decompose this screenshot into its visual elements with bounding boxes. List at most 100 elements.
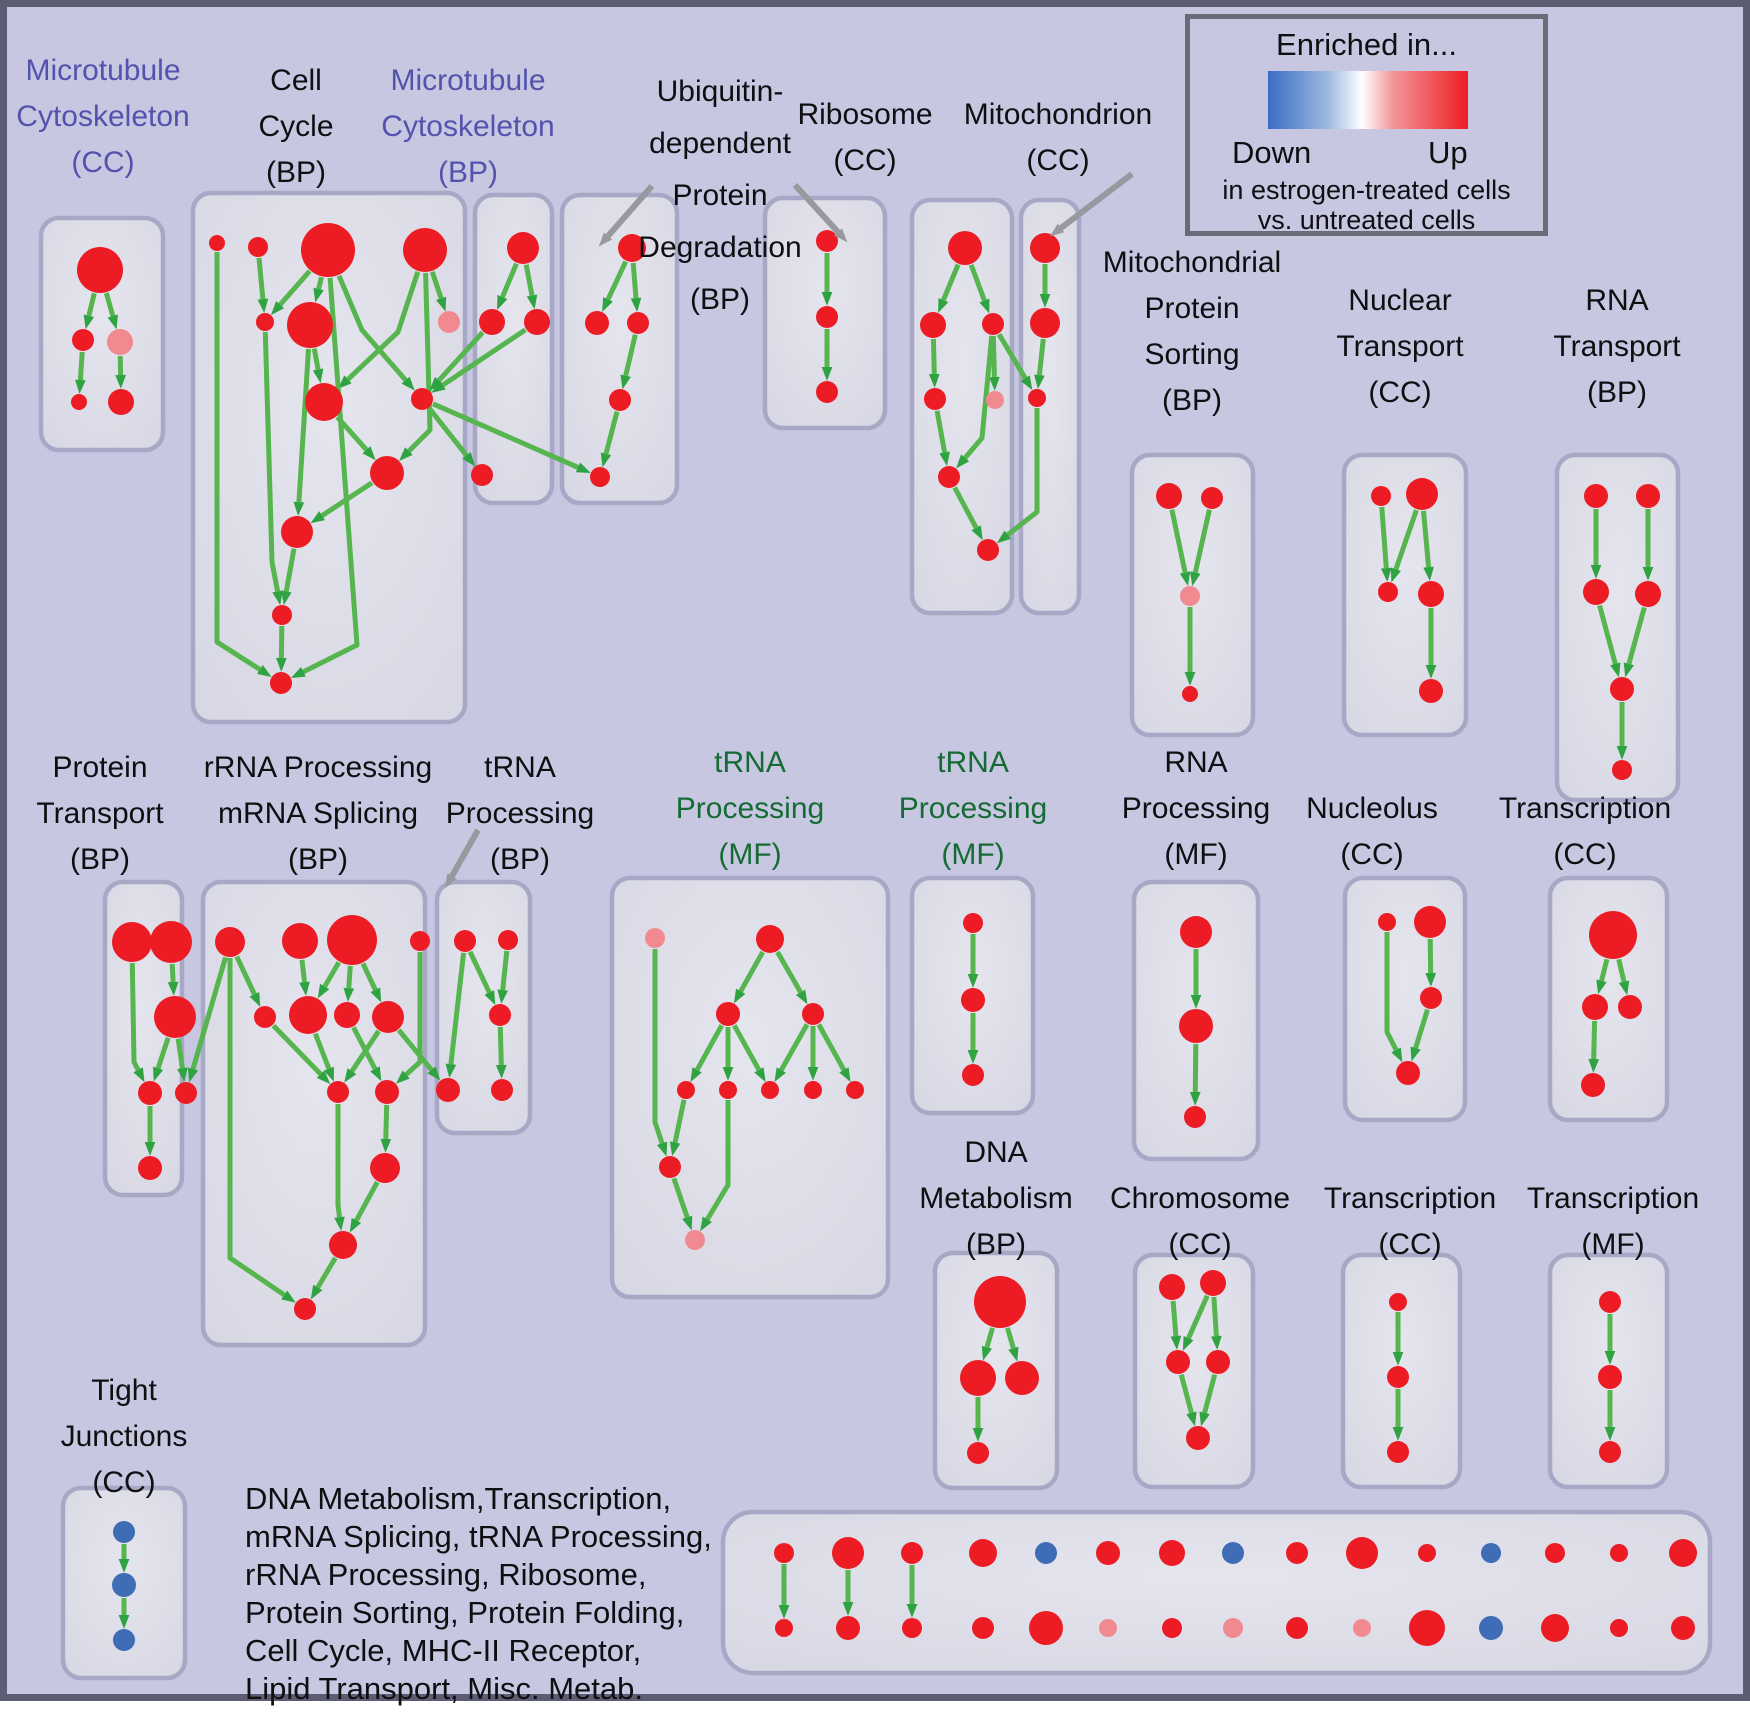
- chromosome-cc-node-1: [1200, 1270, 1226, 1296]
- rna-transport-bp-node-1: [1636, 484, 1660, 508]
- rna-transport-bp-node-2: [1583, 579, 1609, 605]
- rna-processing-mf-node-2: [1184, 1106, 1206, 1128]
- edge-arrow: [497, 950, 510, 1004]
- transcription-cc-mid-node-3: [1581, 1073, 1605, 1097]
- edge-arrow: [497, 262, 519, 310]
- edge-arrow: [938, 263, 961, 313]
- edge-arrow: [349, 1180, 380, 1233]
- transcription-cc-bottom-node-1: [1387, 1366, 1409, 1388]
- edge-arrow: [1170, 1300, 1182, 1350]
- edge-arrow: [262, 331, 283, 606]
- edge-arrow: [317, 961, 341, 999]
- trna-processing-bp-node-4: [491, 1079, 513, 1101]
- dna-metabolism-bp-node-0: [974, 1276, 1026, 1328]
- edge-arrow: [1390, 509, 1419, 583]
- ribosome-cc-node-3: [924, 388, 946, 410]
- group-box-misc-cluster: [720, 1509, 1713, 1676]
- edge-arrow: [1005, 1327, 1019, 1362]
- misc-cluster-bottom-node-13: [1610, 1619, 1628, 1637]
- trna-processing-mf-1-node-4: [677, 1081, 695, 1099]
- edge-arrow: [1034, 338, 1046, 389]
- cell-cycle-bp-node-4: [256, 313, 274, 331]
- mitochondrion-cc-node-1: [1030, 308, 1060, 338]
- chromosome-cc-node-3: [1206, 1350, 1230, 1374]
- edge-arrow: [952, 486, 983, 541]
- edge-arrow: [334, 1104, 345, 1232]
- edge-arrow: [1169, 509, 1191, 587]
- protein-transport-bp-node-1: [150, 921, 192, 963]
- trna-processing-mf-1-node-1: [756, 925, 784, 953]
- misc-cluster-top-node-5: [1096, 1541, 1120, 1565]
- tight-junctions-cc-node-1: [112, 1573, 136, 1597]
- trna-processing-bp-node-2: [489, 1004, 511, 1026]
- misc-cluster-bottom-node-6: [1162, 1618, 1182, 1638]
- edge-arrow: [337, 271, 421, 389]
- trna-processing-mf-1-node-0: [645, 928, 665, 948]
- edge-arrow: [968, 264, 990, 314]
- misc-cluster-bottom-node-12: [1541, 1614, 1569, 1642]
- edge-arrow: [996, 408, 1040, 544]
- microtubule-cytoskeleton-cc-node-3: [71, 394, 87, 410]
- ribosome-cc-node-5: [938, 466, 960, 488]
- legend-box: Enriched in... Down Up in estrogen-treat…: [1185, 14, 1548, 236]
- nuclear-transport-cc-node-2: [1378, 582, 1398, 602]
- ubiquitin-degradation-bp-a-node-2: [627, 312, 649, 334]
- edge-arrow: [227, 958, 296, 1303]
- chromosome-cc-node-4: [1186, 1426, 1210, 1450]
- trna-processing-bp-node-3: [436, 1078, 460, 1102]
- rrna-processing-mrna-splicing-bp-node-7: [372, 1001, 404, 1033]
- microtubule-cytoskeleton-cc-node-1: [72, 329, 94, 351]
- group-box-ubiquitin-degradation-bp-a: [559, 192, 680, 506]
- edge-arrow: [669, 1099, 687, 1157]
- misc-cluster-top-node-10: [1418, 1544, 1436, 1562]
- transcription-cc-mid-node-0: [1589, 911, 1637, 959]
- misc-cluster-top-node-13: [1610, 1544, 1628, 1562]
- edge-arrow: [313, 276, 324, 303]
- microtubule-cytoskeleton-bp-node-2: [524, 309, 550, 335]
- edge-arrow: [981, 1327, 995, 1361]
- legend-title: Enriched in...: [1276, 27, 1457, 62]
- rrna-processing-mrna-splicing-bp-node-9: [375, 1080, 399, 1104]
- edge-arrow: [399, 272, 433, 461]
- rrna-processing-mrna-splicing-bp-node-0: [215, 927, 245, 957]
- nuclear-transport-cc-node-4: [1419, 679, 1443, 703]
- edge-arrow: [602, 260, 628, 313]
- edge-arrow: [234, 955, 261, 1007]
- edge-arrow: [336, 274, 415, 391]
- ribosome-cc-node-4: [986, 391, 1004, 409]
- misc-cluster-top-node-14: [1669, 1539, 1697, 1567]
- transcription-cc-mid-node-1: [1582, 994, 1608, 1020]
- trna-processing-mf-1-node-9: [659, 1156, 681, 1178]
- edge-arrow: [928, 338, 940, 388]
- misc-cluster-bottom-node-2: [902, 1618, 922, 1638]
- edge-arrow: [271, 1023, 331, 1085]
- trna-processing-bp-node-0: [454, 930, 476, 952]
- microtubule-cytoskeleton-cc-node-2: [107, 329, 133, 355]
- chromosome-cc-node-0: [1159, 1274, 1185, 1300]
- ubiquitin-degradation-bp-a-node-3: [609, 389, 631, 411]
- cell-cycle-bp-node-10: [281, 516, 313, 548]
- rrna-processing-mrna-splicing-bp-node-1: [282, 923, 318, 959]
- cell-cycle-bp-node-2: [301, 223, 355, 277]
- protein-transport-bp-node-4: [175, 1082, 197, 1104]
- edge-arrow: [495, 1026, 507, 1079]
- edge-arrow: [652, 949, 668, 1157]
- group-box-microtubule-cytoskeleton-bp: [472, 192, 555, 506]
- microtubule-cytoskeleton-bp-node-0: [507, 232, 539, 264]
- legend-gradient-bar: [1268, 71, 1468, 129]
- label-pointer-arrow: [445, 828, 481, 889]
- edge-arrow: [690, 1024, 724, 1083]
- transcription-mf-node-2: [1599, 1441, 1621, 1463]
- edge-arrow: [103, 292, 118, 330]
- edge-arrow: [270, 269, 312, 316]
- misc-cluster-top-node-7: [1222, 1542, 1244, 1564]
- edge-arrow: [312, 1032, 334, 1082]
- misc-cluster-bottom-node-7: [1223, 1618, 1243, 1638]
- trna-processing-mf-1-node-8: [846, 1081, 864, 1099]
- edge-arrow: [1616, 958, 1630, 996]
- edge-arrow: [1596, 958, 1610, 995]
- edge-arrow: [1199, 1373, 1218, 1427]
- group-box-chromosome-cc: [1132, 1252, 1256, 1490]
- misc-cluster-top-node-6: [1159, 1540, 1185, 1566]
